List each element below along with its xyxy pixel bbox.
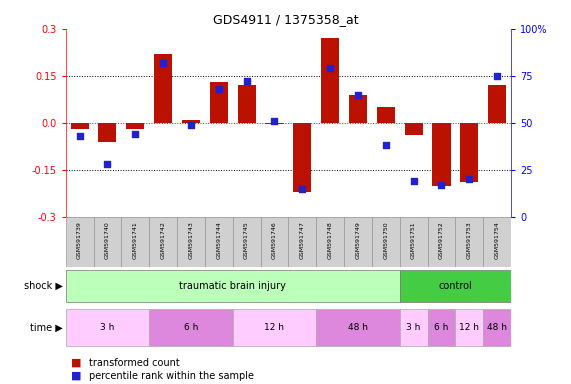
- Text: 12 h: 12 h: [264, 323, 284, 332]
- Text: control: control: [439, 281, 472, 291]
- Bar: [483, 309, 511, 346]
- Point: [103, 161, 112, 167]
- Bar: [233, 309, 316, 346]
- Point: [353, 91, 363, 98]
- Point: [75, 133, 84, 139]
- Text: GSM591753: GSM591753: [467, 221, 472, 259]
- Bar: [149, 309, 233, 346]
- Text: GSM591742: GSM591742: [160, 221, 166, 259]
- Text: GSM591749: GSM591749: [355, 221, 360, 259]
- Bar: [288, 217, 316, 267]
- Point: [325, 65, 335, 71]
- Text: GSM591751: GSM591751: [411, 221, 416, 258]
- Point: [409, 178, 418, 184]
- Text: 3 h: 3 h: [407, 323, 421, 332]
- Bar: [266, 123, 283, 124]
- Text: GSM591747: GSM591747: [300, 221, 305, 259]
- Bar: [260, 217, 288, 267]
- Text: traumatic brain injury: traumatic brain injury: [179, 281, 286, 291]
- Bar: [210, 82, 228, 123]
- Text: transformed count: transformed count: [89, 358, 179, 368]
- Point: [465, 176, 474, 182]
- Bar: [405, 123, 423, 136]
- Bar: [205, 217, 233, 267]
- Text: percentile rank within the sample: percentile rank within the sample: [89, 371, 254, 381]
- Bar: [400, 217, 428, 267]
- Bar: [428, 309, 456, 346]
- Bar: [94, 217, 122, 267]
- Bar: [238, 85, 256, 123]
- Text: GSM591745: GSM591745: [244, 221, 249, 259]
- Text: GDS4911 / 1375358_at: GDS4911 / 1375358_at: [212, 13, 359, 26]
- Bar: [377, 107, 395, 123]
- Bar: [428, 217, 456, 267]
- Bar: [483, 217, 511, 267]
- Bar: [372, 217, 400, 267]
- Bar: [126, 123, 144, 129]
- Bar: [460, 123, 478, 182]
- Bar: [316, 217, 344, 267]
- Text: GSM591750: GSM591750: [383, 221, 388, 258]
- Bar: [98, 123, 116, 142]
- Text: GSM591739: GSM591739: [77, 221, 82, 259]
- Bar: [149, 217, 177, 267]
- Point: [493, 73, 502, 79]
- Bar: [400, 309, 428, 346]
- Bar: [71, 123, 89, 129]
- Text: 48 h: 48 h: [348, 323, 368, 332]
- Text: GSM591743: GSM591743: [188, 221, 194, 259]
- Bar: [182, 120, 200, 123]
- Text: GSM591740: GSM591740: [105, 221, 110, 259]
- Point: [159, 60, 168, 66]
- Point: [186, 122, 195, 128]
- Text: GSM591754: GSM591754: [494, 221, 500, 259]
- Text: ■: ■: [71, 358, 82, 368]
- Bar: [293, 123, 311, 192]
- Bar: [456, 217, 483, 267]
- Bar: [456, 309, 483, 346]
- Bar: [122, 217, 149, 267]
- Bar: [349, 95, 367, 123]
- Text: GSM591748: GSM591748: [328, 221, 333, 259]
- Point: [270, 118, 279, 124]
- Bar: [66, 309, 149, 346]
- Bar: [488, 85, 506, 123]
- Point: [297, 186, 307, 192]
- Point: [242, 78, 251, 84]
- Text: GSM591752: GSM591752: [439, 221, 444, 259]
- Text: 12 h: 12 h: [459, 323, 479, 332]
- Bar: [66, 217, 94, 267]
- Bar: [344, 217, 372, 267]
- Point: [381, 142, 391, 149]
- Point: [214, 86, 223, 92]
- Bar: [66, 270, 400, 302]
- Text: time ▶: time ▶: [30, 322, 63, 333]
- Bar: [316, 309, 400, 346]
- Bar: [432, 123, 451, 185]
- Text: GSM591741: GSM591741: [132, 221, 138, 259]
- Bar: [154, 54, 172, 123]
- Bar: [400, 270, 511, 302]
- Text: GSM591746: GSM591746: [272, 221, 277, 259]
- Text: shock ▶: shock ▶: [24, 281, 63, 291]
- Text: GSM591744: GSM591744: [216, 221, 222, 259]
- Text: 3 h: 3 h: [100, 323, 115, 332]
- Bar: [177, 217, 205, 267]
- Text: 48 h: 48 h: [487, 323, 507, 332]
- Text: 6 h: 6 h: [435, 323, 449, 332]
- Bar: [233, 217, 260, 267]
- Text: 6 h: 6 h: [184, 323, 198, 332]
- Point: [131, 131, 140, 137]
- Text: ■: ■: [71, 371, 82, 381]
- Bar: [321, 38, 339, 123]
- Point: [437, 182, 446, 188]
